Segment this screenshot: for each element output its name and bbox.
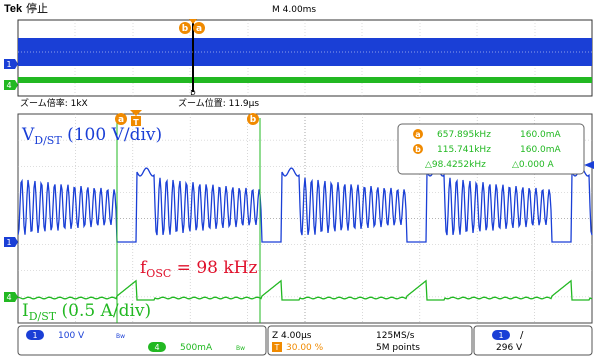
id-annotation: ID/ST (0.5 A/div)	[22, 301, 151, 323]
overview-ch1-trace	[18, 38, 592, 66]
horizontal-settings-panel	[267, 325, 473, 356]
ch4-settings[interactable]: 4 500mA Bw	[148, 342, 245, 353]
svg-text:b: b	[182, 24, 189, 34]
readout-a-freq: 657.895kHz	[437, 130, 491, 140]
zoom-time-scale[interactable]: Z 4.00μs	[272, 331, 312, 341]
overview-panel	[17, 19, 593, 97]
trigger-settings-panel	[473, 325, 593, 356]
record-length: 5M points	[376, 343, 420, 353]
zoom-grid	[18, 114, 592, 323]
svg-text:b: b	[250, 115, 257, 125]
status-bar	[17, 325, 593, 356]
trigger-position-icon	[272, 342, 282, 352]
timebase-readout: M 4.00ms	[272, 5, 316, 15]
brand-logo: Tek	[4, 3, 23, 15]
readout-b-freq: 115.741kHz	[437, 145, 491, 155]
ch1-bandwidth-icon: Bw	[116, 333, 125, 340]
trigger-source[interactable]: 1 /	[492, 330, 524, 341]
cursor-readout-panel: a 657.895kHz 160.0mA b 115.741kHz 160.0m…	[397, 123, 585, 175]
svg-text:a: a	[118, 115, 124, 125]
overview-trigger-icon	[189, 19, 197, 24]
svg-text:4: 4	[6, 81, 11, 90]
svg-text:b: b	[415, 145, 421, 154]
zoom-position-label: ズーム位置: 11.9μs	[178, 97, 259, 109]
overview-cursor-a-icon[interactable]: a	[193, 22, 205, 34]
zoom-ch1-marker[interactable]: 1	[4, 237, 18, 247]
trigger-level[interactable]: 296 V	[496, 343, 523, 353]
svg-text:1: 1	[32, 331, 37, 340]
overview-window-label: D	[190, 89, 195, 97]
readout-b-value: 160.0mA	[520, 145, 562, 155]
zoom-cursor-a-icon[interactable]: a	[115, 113, 127, 125]
ch1-waveform	[18, 167, 593, 243]
overview-cursor-b-icon[interactable]: b	[179, 22, 191, 34]
svg-text:4: 4	[154, 343, 159, 352]
ch1-scale: 100 V	[58, 331, 85, 341]
svg-text:30.00 %: 30.00 %	[286, 343, 324, 353]
svg-text:1: 1	[6, 60, 11, 69]
overview-ch1-marker[interactable]: 1	[4, 59, 18, 69]
readout-b-badge-icon	[413, 144, 423, 154]
overview-grid	[74, 20, 536, 96]
svg-text:4: 4	[6, 293, 11, 302]
readout-delta-value: △0.000 A	[512, 160, 555, 170]
readout-a-badge-icon	[413, 129, 423, 139]
svg-text:1: 1	[498, 331, 503, 340]
zoom-trigger-icon[interactable]: T	[130, 110, 142, 127]
readout-a-value: 160.0mA	[520, 130, 562, 140]
svg-text:a: a	[196, 24, 202, 34]
overview-ch4-trace	[18, 77, 592, 83]
zoom-ch4-marker[interactable]: 4	[4, 292, 18, 302]
svg-text:T: T	[133, 118, 139, 127]
trigger-position[interactable]: T 30.00 %	[272, 342, 324, 353]
ch1-offset-arrow-icon	[584, 161, 594, 169]
svg-text:a: a	[415, 130, 420, 139]
ch1-settings[interactable]: 1 100 V Bw	[26, 330, 125, 341]
vds-annotation: VD/ST (100 V/div)	[21, 125, 162, 147]
trigger-slope-icon: /	[520, 330, 524, 341]
zoom-cursor-b-icon[interactable]: b	[247, 113, 259, 125]
overview-ch4-marker[interactable]: 4	[4, 80, 18, 90]
svg-text:T: T	[274, 343, 280, 352]
ch4-waveform	[18, 279, 593, 301]
svg-text:1: 1	[6, 238, 11, 247]
fosc-annotation: fOSC = 98 kHz	[140, 258, 257, 280]
ch4-bandwidth-icon: Bw	[236, 345, 245, 352]
channel-settings-panel	[17, 325, 267, 356]
ch4-scale: 500mA	[180, 343, 213, 353]
readout-delta-freq: △98.4252kHz	[425, 160, 486, 170]
zoom-factor-label: ズーム倍率: 1kX	[20, 97, 88, 109]
sample-rate: 125MS/s	[376, 331, 415, 341]
acquisition-status: 停止	[26, 1, 48, 15]
